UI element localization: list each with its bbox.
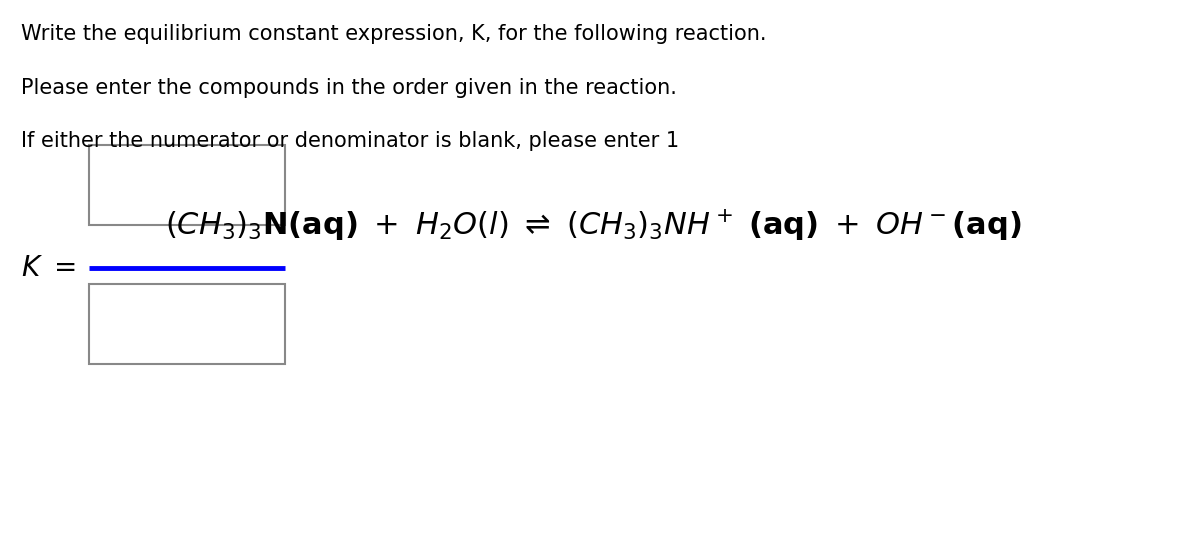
Text: $(CH_3)_3\mathbf{N}\mathbf{(aq)}\ +\ H_2O(l)\ \rightleftharpoons\ (CH_3)_3NH^+\m: $(CH_3)_3\mathbf{N}\mathbf{(aq)}\ +\ H_2…: [165, 207, 1021, 243]
Bar: [89, 145, 285, 225]
Text: If either the numerator or denominator is blank, please enter 1: If either the numerator or denominator i…: [21, 131, 680, 151]
Text: $K\ =$: $K\ =$: [21, 254, 76, 282]
Text: Please enter the compounds in the order given in the reaction.: Please enter the compounds in the order …: [21, 78, 677, 98]
Text: Write the equilibrium constant expression, K, for the following reaction.: Write the equilibrium constant expressio…: [21, 24, 767, 44]
Bar: [89, 284, 285, 364]
